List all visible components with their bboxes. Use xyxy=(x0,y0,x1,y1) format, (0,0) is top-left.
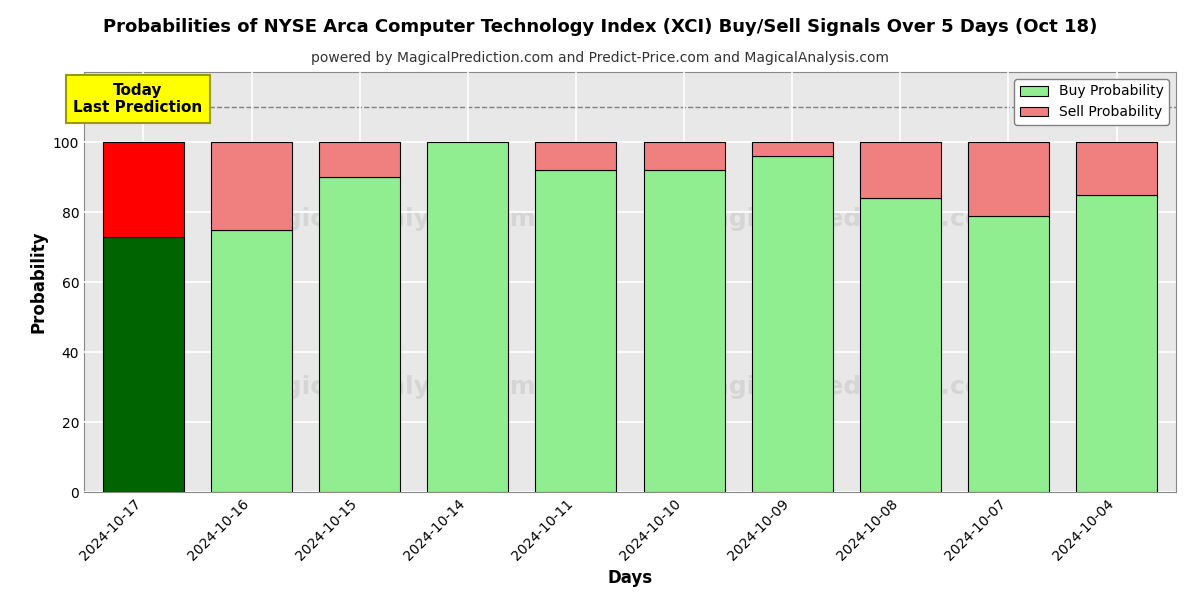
Bar xyxy=(1076,142,1157,194)
Text: MagicalAnalysis.com: MagicalAnalysis.com xyxy=(242,375,536,399)
Bar xyxy=(643,170,725,492)
Bar xyxy=(968,142,1049,215)
Y-axis label: Probability: Probability xyxy=(29,231,47,333)
Bar xyxy=(319,142,401,177)
X-axis label: Days: Days xyxy=(607,569,653,587)
Bar xyxy=(535,170,617,492)
Text: Today
Last Prediction: Today Last Prediction xyxy=(73,82,203,115)
Bar xyxy=(427,142,509,492)
Bar xyxy=(751,156,833,492)
Bar xyxy=(103,142,184,236)
Bar xyxy=(535,142,617,170)
Text: MagicalPrediction.com: MagicalPrediction.com xyxy=(688,207,1009,231)
Text: MagicalAnalysis.com: MagicalAnalysis.com xyxy=(242,207,536,231)
Bar xyxy=(211,229,292,492)
Bar xyxy=(319,177,401,492)
Bar xyxy=(859,198,941,492)
Bar xyxy=(103,236,184,492)
Text: powered by MagicalPrediction.com and Predict-Price.com and MagicalAnalysis.com: powered by MagicalPrediction.com and Pre… xyxy=(311,51,889,65)
Text: MagicalPrediction.com: MagicalPrediction.com xyxy=(688,375,1009,399)
Text: Probabilities of NYSE Arca Computer Technology Index (XCI) Buy/Sell Signals Over: Probabilities of NYSE Arca Computer Tech… xyxy=(103,18,1097,36)
Bar xyxy=(968,215,1049,492)
Bar xyxy=(859,142,941,198)
Bar xyxy=(643,142,725,170)
Bar xyxy=(751,142,833,156)
Legend: Buy Probability, Sell Probability: Buy Probability, Sell Probability xyxy=(1014,79,1169,125)
Bar xyxy=(211,142,292,229)
Bar xyxy=(1076,194,1157,492)
